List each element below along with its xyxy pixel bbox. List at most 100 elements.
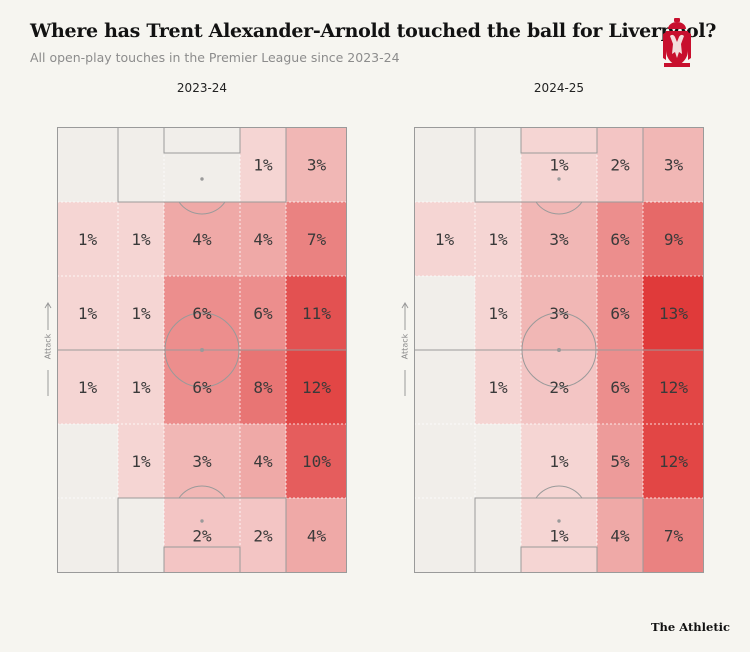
heatmap-cell <box>118 424 164 498</box>
heatmap-value-label: 4% <box>610 527 630 546</box>
heatmap-cell <box>286 498 347 573</box>
heatmap-value-label: 1% <box>131 230 151 249</box>
heatmap-cell <box>240 276 286 350</box>
heatmap-cell <box>414 202 475 276</box>
attack-label: Attack <box>43 333 53 360</box>
heatmap-cell <box>643 127 704 202</box>
heatmap-value-label: 4% <box>253 452 273 471</box>
penalty-spot-top <box>200 177 204 181</box>
heatmap-cell <box>475 276 521 350</box>
heatmap-value-label: 3% <box>549 304 569 323</box>
penalty-arc-bottom <box>535 485 583 499</box>
heatmap-value-label: 4% <box>192 230 212 249</box>
heatmap-cell <box>240 127 286 202</box>
publisher-logo: The Athletic <box>651 620 731 634</box>
arrow-up-icon <box>401 302 409 396</box>
heatmap-cell <box>57 127 118 202</box>
six-yard-box-top <box>520 127 598 154</box>
heatmap-cell <box>164 127 240 202</box>
page-subtitle: All open-play touches in the Premier Lea… <box>30 50 400 65</box>
heatmap-cell <box>57 276 118 350</box>
penalty-spot-bottom <box>557 519 561 523</box>
heatmap-cell <box>240 350 286 424</box>
heatmap-cell <box>57 202 118 276</box>
pitch-heatmap-2024-25: 1% 2% 3% 1% 1% 3% 6% 9% 1% 3% 6% 13% 1% 2% 6% 12% 1% 5% 12… <box>414 127 704 573</box>
heatmap-value-label: 1% <box>253 156 273 175</box>
heatmap-cell <box>414 424 475 498</box>
heatmap-cell <box>118 498 164 573</box>
liverpool-crest-icon <box>663 18 691 67</box>
heatmap-value-label: 1% <box>78 304 98 323</box>
heatmap-cell <box>414 350 475 424</box>
season-label-2023-24: 2023-24 <box>176 81 228 95</box>
heatmap-value-label: 1% <box>131 378 151 397</box>
heatmap-value-label: 4% <box>253 230 273 249</box>
penalty-arc-top <box>535 201 583 215</box>
penalty-spot-bottom <box>200 519 204 523</box>
heatmap-cell <box>286 202 347 276</box>
attack-direction-indicator: Attack <box>399 300 411 400</box>
heatmap-value-label: 1% <box>549 452 569 471</box>
penalty-spot-top <box>557 177 561 181</box>
heatmap-cell <box>286 127 347 202</box>
heatmap-value-label: 12% <box>659 452 688 471</box>
heatmap-value-label: 1% <box>131 304 151 323</box>
heatmap-cell <box>118 276 164 350</box>
arrow-up-icon <box>44 302 52 396</box>
heatmap-cell <box>643 424 704 498</box>
heatmap-cell <box>475 424 521 498</box>
centre-circle <box>164 312 240 388</box>
heatmap-value-label: 3% <box>192 452 212 471</box>
pitch-markings <box>414 127 704 573</box>
heatmap-value-label: 12% <box>302 378 331 397</box>
heatmap-value-label: 1% <box>131 452 151 471</box>
heatmap-cell <box>597 498 643 573</box>
heatmap-cell <box>521 127 597 202</box>
heatmap-cell <box>475 350 521 424</box>
heatmap-value-label: 6% <box>610 230 630 249</box>
heatmap-cell <box>597 424 643 498</box>
heatmap-value-label: 1% <box>435 230 455 249</box>
heatmap-cell <box>475 127 521 202</box>
heatmap-cell <box>118 127 164 202</box>
pitch-heatmap-2023-24: 1% 3% 1% 1% 4% 4% 7% 1% 1% 6% 6% 11% 1% 1% 6% 8% 12% 1% 3%… <box>57 127 347 573</box>
heatmap-value-label: 5% <box>610 452 630 471</box>
centre-spot <box>557 348 561 352</box>
heatmap-value-label: 1% <box>549 527 569 546</box>
heatmap-cell <box>414 498 475 573</box>
heatmap-value-label: 2% <box>253 527 273 546</box>
heatmap-value-label: 7% <box>307 230 327 249</box>
attack-direction-indicator: Attack <box>42 300 54 400</box>
heatmap-value-label: 6% <box>610 378 630 397</box>
heatmap-value-label: 2% <box>549 378 569 397</box>
heatmap-cell <box>597 127 643 202</box>
heatmap-value-label: 10% <box>302 452 331 471</box>
page-title: Where has Trent Alexander-Arnold touched… <box>30 20 717 42</box>
heatmap-value-label: 3% <box>307 156 327 175</box>
heatmap-cell <box>643 276 704 350</box>
heatmap-value-label: 1% <box>488 378 508 397</box>
penalty-box-top <box>474 127 644 203</box>
heatmap-cell <box>414 127 475 202</box>
heatmap-cell <box>643 350 704 424</box>
penalty-arc-bottom <box>178 485 226 499</box>
heatmap-cell <box>240 202 286 276</box>
penalty-box-top <box>117 127 287 203</box>
heatmap-cell <box>521 498 597 573</box>
heatmap-value-label: 8% <box>253 378 273 397</box>
heatmap-cell <box>57 350 118 424</box>
heatmap-value-label: 7% <box>664 527 684 546</box>
season-label-2024-25: 2024-25 <box>533 81 585 95</box>
heatmap-cell <box>286 276 347 350</box>
six-yard-box-bottom <box>163 546 241 573</box>
heatmap-value-label: 6% <box>192 304 212 323</box>
heatmap-value-label: 1% <box>549 156 569 175</box>
centre-circle <box>521 312 597 388</box>
penalty-box-bottom <box>474 497 644 573</box>
heatmap-cell <box>643 498 704 573</box>
penalty-arc-top <box>178 201 226 215</box>
heatmap-value-label: 3% <box>549 230 569 249</box>
heatmap-value-label: 6% <box>253 304 273 323</box>
heatmap-cell <box>57 498 118 573</box>
heatmap-cell <box>57 424 118 498</box>
